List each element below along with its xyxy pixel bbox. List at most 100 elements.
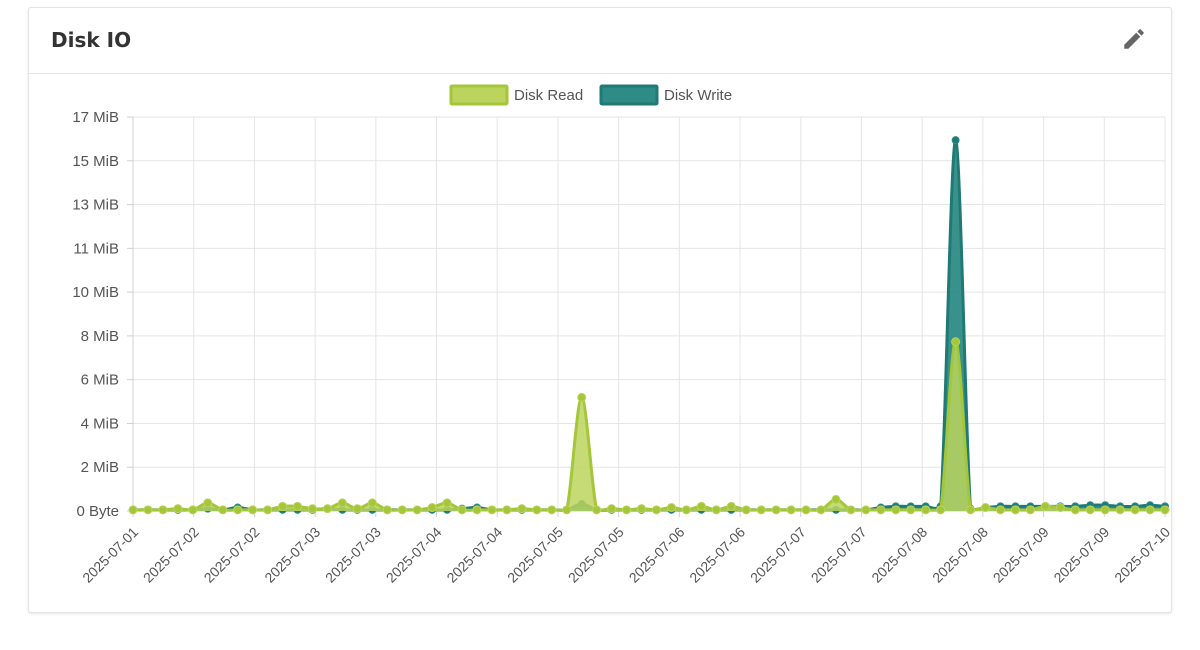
disk-read-point bbox=[442, 498, 452, 508]
disk-read-point bbox=[981, 503, 991, 513]
disk-read-point bbox=[1100, 505, 1110, 515]
disk-read-point bbox=[337, 498, 347, 508]
disk-read-point bbox=[651, 505, 661, 515]
disk-read-point bbox=[891, 505, 901, 515]
chart-series bbox=[128, 136, 1170, 515]
x-tick-label: 2025-07-07 bbox=[808, 524, 870, 586]
panel-header: Disk IO bbox=[29, 8, 1171, 74]
disk-read-point bbox=[487, 505, 497, 515]
disk-read-point bbox=[562, 505, 572, 515]
disk-read-point bbox=[741, 505, 751, 515]
y-tick-label: 0 Byte bbox=[76, 503, 119, 520]
disk-read-point bbox=[607, 504, 617, 514]
disk-read-point bbox=[502, 505, 512, 515]
disk-read-point bbox=[921, 505, 931, 515]
disk-read-point bbox=[397, 505, 407, 515]
disk-read-point bbox=[1115, 505, 1125, 515]
x-tick-label: 2025-07-01 bbox=[79, 524, 141, 586]
y-tick-label: 4 MiB bbox=[81, 415, 119, 432]
disk-read-point bbox=[173, 504, 183, 514]
x-tick-label: 2025-07-02 bbox=[201, 524, 263, 586]
disk-write-line bbox=[133, 138, 1166, 512]
disk-read-point bbox=[592, 505, 602, 515]
disk-read-point bbox=[532, 505, 542, 515]
disk-read-point bbox=[188, 505, 198, 515]
disk-read-point bbox=[1070, 505, 1080, 515]
y-tick-label: 6 MiB bbox=[81, 372, 119, 389]
disk-read-point bbox=[1025, 505, 1035, 515]
disk-read-point bbox=[711, 505, 721, 515]
y-tick-label: 10 MiB bbox=[72, 284, 119, 301]
disk-read-point bbox=[966, 505, 976, 515]
x-tick-label: 2025-07-05 bbox=[565, 524, 627, 586]
disk-read-point bbox=[472, 505, 482, 515]
disk-read-point bbox=[622, 505, 632, 515]
disk-read-point bbox=[1145, 505, 1155, 515]
disk-read-point bbox=[128, 505, 138, 515]
disk-read-point bbox=[1055, 503, 1065, 513]
y-tick-label: 11 MiB bbox=[73, 240, 119, 257]
disk-read-point bbox=[203, 498, 213, 508]
disk-read-point bbox=[1085, 505, 1095, 515]
disk-read-point bbox=[696, 501, 706, 511]
disk-read-point bbox=[906, 505, 916, 515]
x-tick-label: 2025-07-03 bbox=[261, 524, 323, 586]
edit-button[interactable] bbox=[1119, 24, 1149, 54]
x-tick-label: 2025-07-10 bbox=[1111, 524, 1173, 586]
chart-legend: Disk Read Disk Write bbox=[449, 84, 732, 106]
disk-read-point bbox=[951, 337, 961, 347]
y-tick-label: 17 MiB bbox=[72, 109, 119, 126]
disk-read-point bbox=[1160, 505, 1170, 515]
disk-read-point bbox=[352, 504, 362, 514]
x-tick-label: 2025-07-09 bbox=[1050, 524, 1112, 586]
disk-read-area bbox=[133, 341, 1165, 511]
legend-label-disk-read[interactable]: Disk Read bbox=[514, 87, 583, 104]
y-tick-label: 2 MiB bbox=[81, 459, 119, 476]
disk-write-area bbox=[133, 140, 1165, 511]
x-tick-label: 2025-07-07 bbox=[747, 524, 809, 586]
panel-title: Disk IO bbox=[51, 28, 132, 52]
x-tick-label: 2025-07-03 bbox=[322, 524, 384, 586]
disk-read-point bbox=[637, 504, 647, 514]
disk-read-point bbox=[786, 505, 796, 515]
disk-read-point bbox=[248, 505, 258, 515]
disk-read-point bbox=[666, 503, 676, 513]
disk-read-point bbox=[846, 505, 856, 515]
x-tick-label: 2025-07-05 bbox=[504, 524, 566, 586]
x-axis: 2025-07-012025-07-022025-07-022025-07-03… bbox=[79, 510, 1173, 586]
disk-read-point bbox=[995, 505, 1005, 515]
disk-read-point bbox=[307, 504, 317, 514]
disk-read-point bbox=[263, 505, 273, 515]
disk-read-point bbox=[876, 505, 886, 515]
disk-read-line bbox=[133, 340, 1165, 512]
y-tick-label: 15 MiB bbox=[72, 153, 119, 170]
disk-read-point bbox=[382, 505, 392, 515]
disk-read-point bbox=[1010, 505, 1020, 515]
disk-read-point bbox=[756, 505, 766, 515]
x-tick-label: 2025-07-09 bbox=[990, 524, 1052, 586]
legend-swatch-disk-read[interactable] bbox=[449, 84, 509, 106]
legend-swatch-disk-write[interactable] bbox=[599, 84, 659, 106]
disk-read-point bbox=[278, 501, 288, 511]
chart-grid bbox=[132, 116, 1166, 512]
legend-label-disk-write[interactable]: Disk Write bbox=[664, 87, 732, 104]
disk-read-point bbox=[233, 505, 243, 515]
disk-read-point bbox=[1040, 501, 1050, 511]
disk-read-point bbox=[936, 505, 946, 515]
x-tick-label: 2025-07-06 bbox=[626, 524, 688, 586]
disk-read-point bbox=[547, 505, 557, 515]
disk-read-point bbox=[158, 505, 168, 515]
disk-write-point bbox=[951, 136, 960, 145]
x-tick-label: 2025-07-04 bbox=[383, 524, 445, 586]
x-tick-label: 2025-07-04 bbox=[443, 524, 505, 586]
disk-read-point bbox=[517, 504, 527, 514]
disk-read-point bbox=[293, 501, 303, 511]
disk-read-point bbox=[831, 494, 841, 504]
disk-read-point bbox=[218, 505, 228, 515]
disk-read-point bbox=[1130, 505, 1140, 515]
disk-read-point bbox=[681, 505, 691, 515]
disk-read-point bbox=[457, 505, 467, 515]
disk-read-point bbox=[861, 505, 871, 515]
disk-read-point bbox=[771, 505, 781, 515]
